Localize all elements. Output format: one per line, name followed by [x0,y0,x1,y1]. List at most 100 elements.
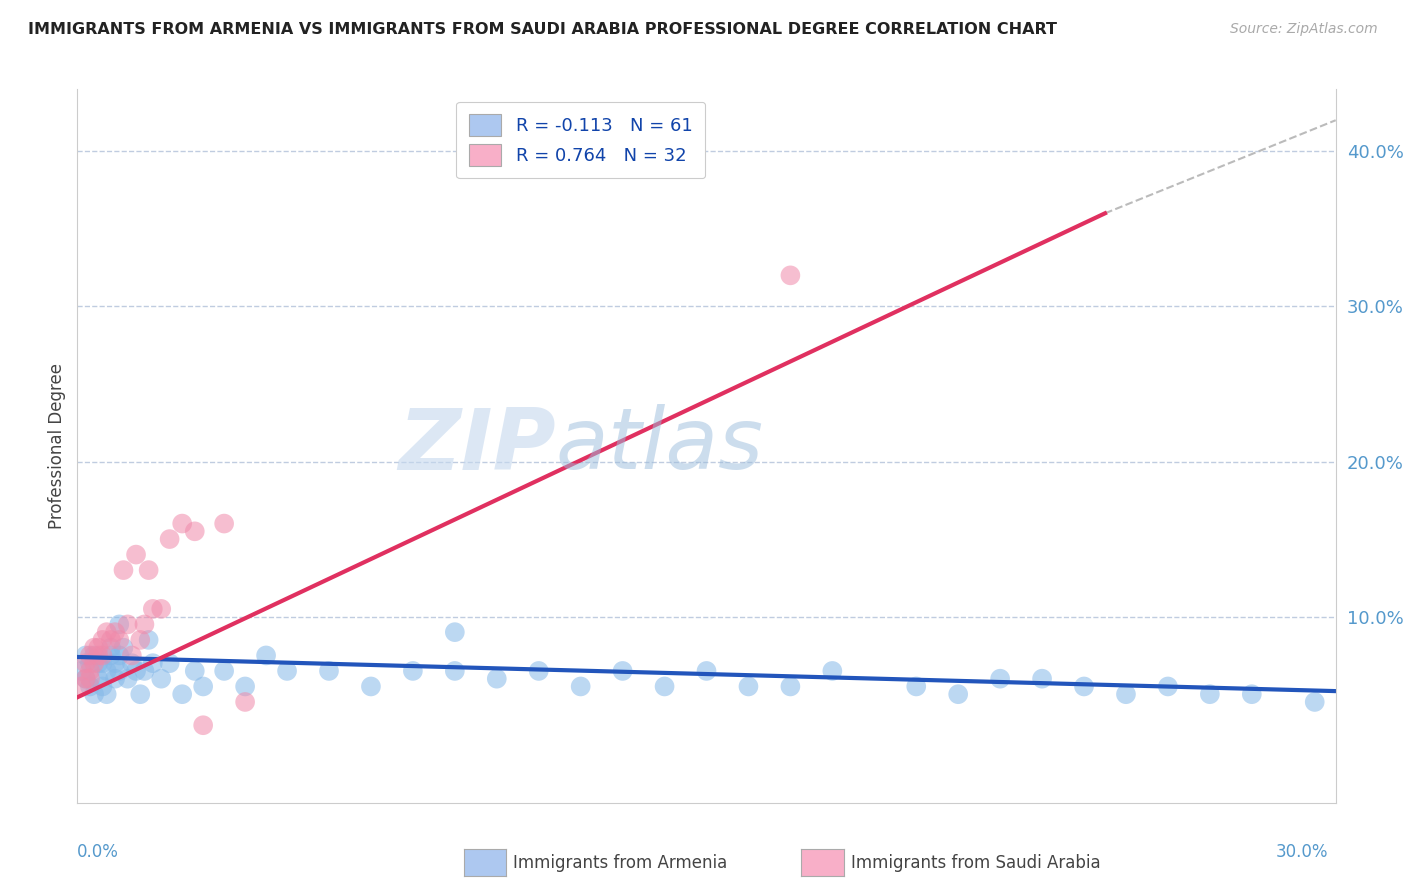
Point [100,648,122,663]
Point [150,672,173,686]
Point [184,664,207,678]
Point [1031,672,1053,686]
Point [96,687,118,701]
Point [988,672,1011,686]
Point [318,664,340,678]
Point [444,625,467,640]
Point [134,617,156,632]
Point [779,268,801,283]
Point [70,680,93,694]
Point [905,680,928,694]
Legend: R = -0.113   N = 61, R = 0.764   N = 32: R = -0.113 N = 61, R = 0.764 N = 32 [456,102,706,178]
Point [150,602,173,616]
Text: atlas: atlas [555,404,763,488]
Point [121,648,143,663]
Point [125,664,148,678]
Point [91,632,114,647]
Point [142,602,165,616]
Point [821,664,844,678]
Point [1240,687,1263,701]
Point [184,524,207,539]
Point [75,672,97,686]
Text: ZIP: ZIP [398,404,555,488]
Point [1303,695,1326,709]
Point [612,664,634,678]
Point [779,680,801,694]
Point [75,656,97,670]
Point [112,563,135,577]
Point [96,625,118,640]
Point [527,664,550,678]
Point [70,664,93,678]
Point [104,672,127,686]
Point [87,672,110,686]
Point [91,680,114,694]
Point [138,632,160,647]
Point [159,656,181,670]
Point [100,632,122,647]
Point [129,687,152,701]
Point [159,532,181,546]
Point [108,617,131,632]
Point [1157,680,1180,694]
Point [360,680,382,694]
Point [1073,680,1095,694]
Point [485,672,508,686]
Point [172,687,194,701]
Point [129,632,152,647]
Point [212,664,235,678]
Point [91,648,114,663]
Point [96,664,118,678]
Point [444,664,467,678]
Text: 0.0%: 0.0% [77,843,120,861]
Point [1115,687,1137,701]
Point [79,672,101,686]
Point [134,664,156,678]
Y-axis label: Professional Degree: Professional Degree [48,363,66,529]
Point [75,672,97,686]
Point [125,548,148,562]
Point [112,640,135,655]
Text: Immigrants from Armenia: Immigrants from Armenia [513,854,727,871]
Point [233,680,256,694]
Point [108,632,131,647]
Point [948,687,970,701]
Point [108,664,131,678]
Point [254,648,277,663]
Point [83,648,105,663]
Point [87,648,110,663]
Text: Immigrants from Saudi Arabia: Immigrants from Saudi Arabia [851,854,1101,871]
Point [569,680,592,694]
Point [696,664,718,678]
Point [100,640,122,655]
Point [83,656,105,670]
Point [212,516,235,531]
Point [737,680,759,694]
Point [138,563,160,577]
Text: IMMIGRANTS FROM ARMENIA VS IMMIGRANTS FROM SAUDI ARABIA PROFESSIONAL DEGREE CORR: IMMIGRANTS FROM ARMENIA VS IMMIGRANTS FR… [28,22,1057,37]
Point [79,648,101,663]
Point [276,664,298,678]
Point [75,648,97,663]
Point [79,656,101,670]
Point [104,625,127,640]
Point [191,718,215,732]
Text: Source: ZipAtlas.com: Source: ZipAtlas.com [1230,22,1378,37]
Point [79,680,101,694]
Point [172,516,194,531]
Point [91,656,114,670]
Point [83,687,105,701]
Point [233,695,256,709]
Point [108,648,131,663]
Point [83,640,105,655]
Point [654,680,676,694]
Point [1199,687,1222,701]
Text: 30.0%: 30.0% [1277,843,1329,861]
Point [104,656,127,670]
Point [87,656,110,670]
Point [117,672,139,686]
Point [87,640,110,655]
Point [142,656,165,670]
Point [191,680,215,694]
Point [121,656,143,670]
